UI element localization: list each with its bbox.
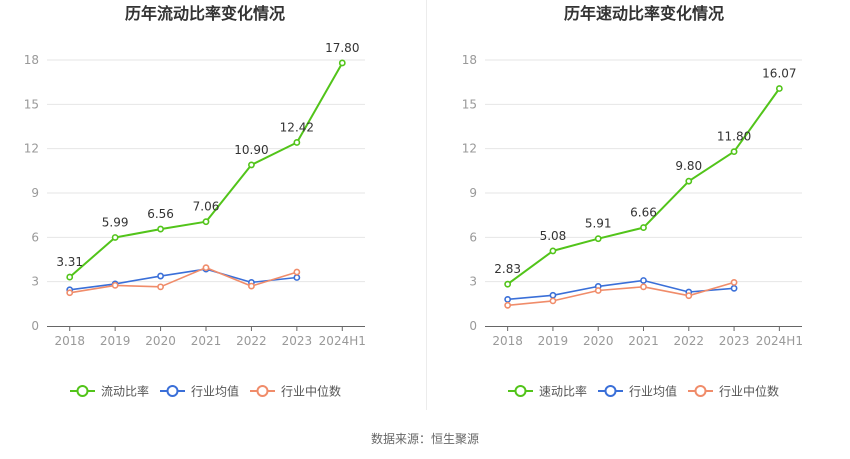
data-point-primary	[111, 234, 119, 241]
data-point-primary	[157, 225, 164, 233]
x-tick-label: 2020	[583, 334, 614, 348]
x-tick-label: 2022	[674, 334, 705, 348]
data-point-primary	[202, 218, 210, 226]
data-point-industry-median	[248, 282, 255, 290]
data-label: 5.99	[102, 215, 129, 229]
x-tick-label: 2022	[236, 334, 267, 348]
data-point-primary	[730, 148, 738, 156]
data-label: 5.91	[585, 217, 612, 231]
y-tick-label: 9	[469, 186, 477, 200]
data-point-industry-average	[504, 295, 512, 303]
y-tick-label: 12	[462, 142, 477, 156]
data-point-industry-average	[549, 291, 557, 299]
data-point-primary	[293, 139, 301, 146]
legend-swatch-marker	[166, 385, 179, 397]
data-point-industry-average	[730, 284, 738, 292]
data-point-primary	[640, 224, 647, 231]
data-label: 9.80	[675, 159, 702, 173]
y-tick-label: 18	[24, 53, 39, 67]
y-tick-label: 0	[469, 319, 477, 333]
data-point-industry-median	[730, 279, 738, 286]
data-point-industry-median	[640, 283, 647, 291]
data-point-primary	[248, 161, 255, 169]
chart-title: 历年速动比率变化情况	[564, 4, 724, 23]
data-point-industry-median	[111, 281, 119, 289]
x-tick-label: 2018	[492, 334, 523, 348]
legend-label: 行业均值	[191, 384, 239, 399]
data-label: 10.90	[234, 143, 268, 157]
current-ratio-chart: 历年流动比率变化情况 0 3 6 9 12 15 18 2018 2019 2020 2021 2022…	[24, 4, 366, 399]
data-label: 7.06	[193, 200, 220, 214]
legend-label: 速动比率	[539, 384, 587, 399]
series-line-industry-median	[69, 266, 298, 294]
series-line-industry-median	[507, 281, 735, 307]
data-point-primary	[504, 280, 512, 288]
y-tick-label: 6	[31, 230, 39, 244]
data-point-industry-median	[66, 289, 74, 297]
y-tick-label: 0	[31, 319, 39, 333]
y-tick-label: 9	[31, 186, 39, 200]
data-label: 2.83	[494, 262, 521, 276]
data-point-industry-median	[504, 301, 512, 309]
x-tick-label: 2018	[54, 334, 85, 348]
y-tick-label: 3	[31, 275, 39, 289]
legend-swatch-marker	[604, 385, 617, 397]
data-label: 17.80	[325, 41, 359, 55]
data-point-primary	[594, 235, 602, 243]
data-label: 11.80	[717, 130, 751, 144]
data-source-note: 数据来源：恒生聚源	[371, 431, 479, 446]
series-line-industry-average	[69, 268, 297, 291]
y-tick-label: 6	[469, 230, 477, 244]
legend-swatch-marker	[514, 385, 527, 397]
data-point-industry-average	[157, 272, 164, 280]
data-label: 6.56	[147, 207, 174, 221]
y-tick-label: 12	[24, 142, 39, 156]
data-point-industry-median	[202, 264, 210, 272]
data-label: 16.07	[762, 67, 796, 81]
legend-swatch-marker	[694, 385, 707, 397]
data-point-industry-median	[685, 292, 693, 300]
x-tick-label: 2023	[719, 334, 750, 348]
x-tick-label: 2020	[145, 334, 176, 348]
legend-label: 行业中位数	[281, 384, 341, 399]
quick-ratio-chart: 历年速动比率变化情况 0 3 6 9 12 15 18 2018 2019 2020 2021 2022…	[462, 4, 803, 399]
data-point-primary	[775, 85, 783, 92]
series-line-industry-average	[507, 279, 735, 301]
y-tick-label: 3	[469, 275, 477, 289]
data-point-primary	[549, 247, 557, 255]
series-line-primary	[507, 87, 781, 286]
y-tick-label: 15	[24, 97, 39, 111]
legend-label: 行业中位数	[719, 384, 779, 399]
chart-title: 历年流动比率变化情况	[125, 4, 285, 23]
data-point-primary	[66, 273, 74, 281]
legend-swatch-marker	[76, 385, 89, 397]
x-tick-label: 2021	[191, 334, 222, 348]
legend-label: 流动比率	[101, 384, 149, 399]
data-point-industry-median	[549, 297, 557, 305]
data-label: 6.66	[630, 206, 657, 220]
y-tick-label: 18	[462, 53, 477, 67]
x-tick-label: 2019	[538, 334, 569, 348]
data-point-industry-average	[293, 274, 301, 281]
legend-label: 行业均值	[629, 384, 677, 399]
data-label: 5.08	[540, 229, 567, 243]
x-tick-label: 2024H1	[756, 334, 803, 348]
x-tick-label: 2024H1	[319, 334, 366, 348]
data-point-primary	[685, 177, 693, 185]
data-label: 3.31	[56, 255, 83, 269]
data-point-primary	[338, 59, 346, 67]
legend-swatch-marker	[256, 385, 269, 397]
y-tick-label: 15	[462, 97, 477, 111]
series-line-primary	[69, 62, 344, 278]
x-tick-label: 2023	[282, 334, 313, 348]
x-tick-label: 2021	[628, 334, 659, 348]
data-point-industry-median	[594, 287, 602, 294]
data-point-industry-average	[640, 277, 647, 284]
data-point-industry-median	[157, 283, 164, 291]
data-label: 12.42	[280, 120, 314, 134]
data-point-industry-median	[293, 268, 301, 276]
x-tick-label: 2019	[100, 334, 131, 348]
